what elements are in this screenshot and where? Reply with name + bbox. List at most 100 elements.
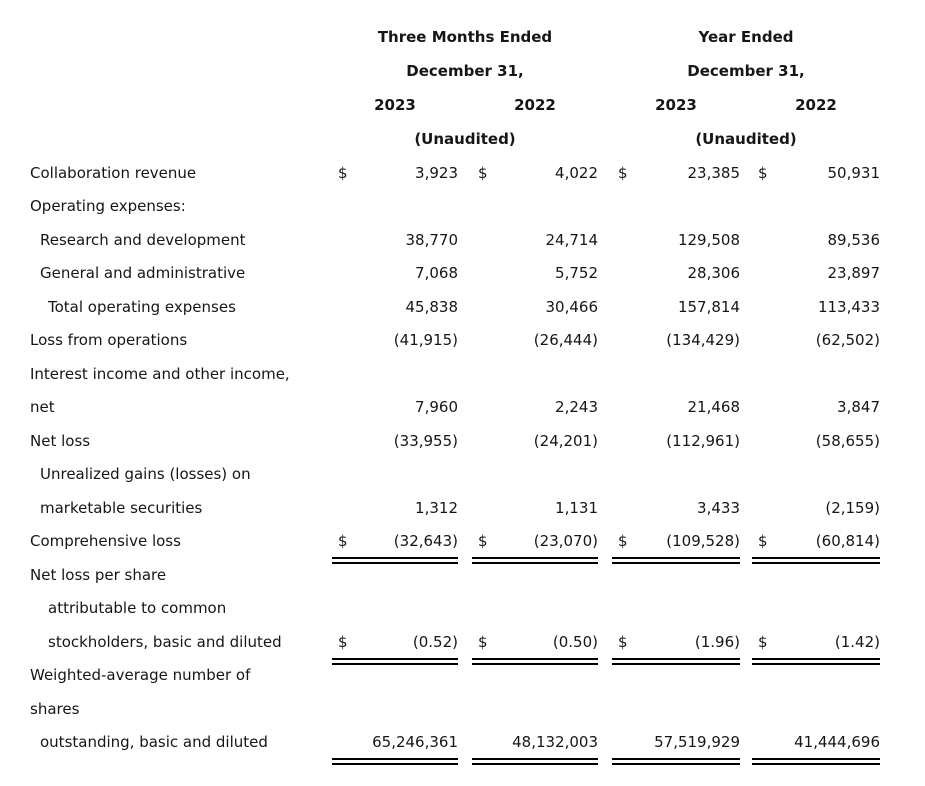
table-row: Operating expenses:: [0, 190, 925, 224]
dollar-sign: $: [618, 532, 628, 550]
cell-value: 24,714: [545, 230, 599, 249]
table-row: attributable to common: [0, 592, 925, 626]
table-row: marketable securities 1,312 1,131 3,433 (2,1…: [0, 491, 925, 525]
value-cell: 38,770: [332, 223, 459, 257]
cell-value: 50,931: [827, 163, 881, 182]
header-year-columns: 2023 2022 2023 2022: [0, 88, 925, 122]
value-cell: (134,429): [612, 324, 740, 358]
row-label: shares: [30, 699, 80, 718]
cell-value: 113,433: [817, 297, 880, 316]
cell-value: (23,070): [533, 532, 598, 550]
dollar-sign: $: [338, 163, 348, 182]
value-cell: 3,847: [752, 391, 880, 425]
dollar-sign: $: [338, 532, 348, 550]
cell-value: (2,159): [825, 498, 880, 517]
value-cell: $3,923: [332, 156, 458, 190]
dollar-sign: $: [758, 632, 768, 651]
value-cell: 21,468: [612, 391, 741, 425]
cell-value: (32,643): [393, 532, 458, 550]
value-cell: 5,752: [472, 257, 598, 291]
value-cell: 24,714: [472, 223, 599, 257]
cell-value: 57,519,929: [654, 733, 740, 751]
cell-value: 3,923: [415, 163, 458, 182]
table-row: Comprehensive loss $ (32,643) $ (23,070) $ (10…: [0, 525, 925, 564]
double-underline: [472, 557, 598, 564]
header-period-subtitles: December 31, December 31,: [0, 54, 925, 88]
cell-value: (1.96): [694, 632, 740, 651]
row-label: General and administrative: [40, 264, 246, 282]
cell-value: 89,536: [827, 230, 881, 249]
double-underline: [332, 657, 458, 665]
table-row: outstanding, basic and diluted 65,246,361…: [0, 726, 925, 765]
value-cell: 157,814: [612, 290, 740, 324]
dollar-sign: $: [618, 632, 628, 651]
value-cell: 7,068: [332, 257, 458, 291]
double-underline: [752, 758, 880, 765]
period-subtitle-year: December 31,: [687, 61, 805, 80]
value-cell: $ (32,643): [332, 525, 458, 564]
row-label: stockholders, basic and diluted: [48, 632, 282, 651]
value-cell: 113,433: [752, 290, 880, 324]
year-column-header: 2023: [655, 95, 697, 114]
table-row: Collaboration revenue $3,923 $4,022 $23,385…: [0, 156, 925, 190]
year-column-header: 2022: [514, 95, 556, 114]
cell-value: 1,131: [555, 498, 598, 517]
value-cell: (24,201): [472, 424, 598, 458]
cell-value: (60,814): [815, 532, 880, 550]
header-period-titles: Three Months Ended Year Ended: [0, 20, 925, 54]
unaudited-note: (Unaudited): [695, 129, 797, 148]
year-column-header: 2023: [374, 95, 416, 114]
cell-value: 21,468: [687, 398, 741, 416]
cell-value: 23,897: [827, 264, 881, 282]
dollar-sign: $: [758, 532, 768, 550]
cell-value: (41,915): [393, 331, 458, 349]
value-cell: $ (1.96): [612, 625, 740, 665]
row-label: net: [30, 398, 55, 416]
cell-value: (112,961): [666, 431, 740, 450]
table-row: Net loss per share: [0, 558, 925, 592]
value-cell: (26,444): [472, 324, 598, 358]
value-cell: 2,243: [472, 391, 598, 425]
table-row: Loss from operations (41,915) (26,444) (134…: [0, 324, 925, 358]
value-cell: 3,433: [612, 491, 740, 525]
table-header: Three Months Ended Year Ended December 3…: [0, 20, 925, 156]
value-cell: (41,915): [332, 324, 458, 358]
value-cell: $23,385: [612, 156, 740, 190]
cell-value: (24,201): [533, 431, 598, 450]
header-unaudited-notes: (Unaudited) (Unaudited): [0, 122, 925, 156]
period-header-year: Year Ended: [698, 27, 794, 46]
value-cell: 48,132,003: [472, 726, 598, 765]
cell-value: 38,770: [405, 230, 459, 249]
dollar-sign: $: [478, 632, 488, 651]
table-row: shares: [0, 692, 925, 726]
double-underline: [612, 657, 740, 665]
value-cell: $ (1.42): [752, 625, 880, 665]
row-label: attributable to common: [48, 599, 227, 617]
cell-value: 30,466: [545, 297, 599, 316]
value-cell: (112,961): [612, 424, 740, 458]
cell-value: (0.52): [412, 632, 458, 651]
table-row: General and administrative 7,068 5,752 28,3…: [0, 257, 925, 291]
value-cell: (58,655): [752, 424, 880, 458]
year-column-header: 2022: [795, 95, 837, 114]
cell-value: 2,243: [555, 398, 598, 416]
value-cell: 45,838: [332, 290, 459, 324]
dollar-sign: $: [478, 163, 488, 182]
unaudited-note: (Unaudited): [414, 129, 516, 148]
cell-value: 157,814: [677, 297, 740, 316]
row-label: Net loss: [30, 431, 91, 450]
value-cell: 7,960: [332, 391, 458, 425]
double-underline: [612, 557, 740, 564]
value-cell: $ (0.50): [472, 625, 598, 665]
double-underline: [332, 758, 458, 765]
cell-value: 4,022: [555, 163, 598, 182]
value-cell: (33,955): [332, 424, 458, 458]
double-underline: [472, 758, 598, 765]
row-label: Research and development: [40, 230, 246, 249]
period-subtitle-three-months: December 31,: [406, 61, 524, 80]
row-label: outstanding, basic and diluted: [40, 733, 268, 751]
cell-value: 1,312: [415, 498, 458, 517]
double-underline: [472, 657, 598, 665]
table-row: Unrealized gains (losses) on: [0, 458, 925, 492]
